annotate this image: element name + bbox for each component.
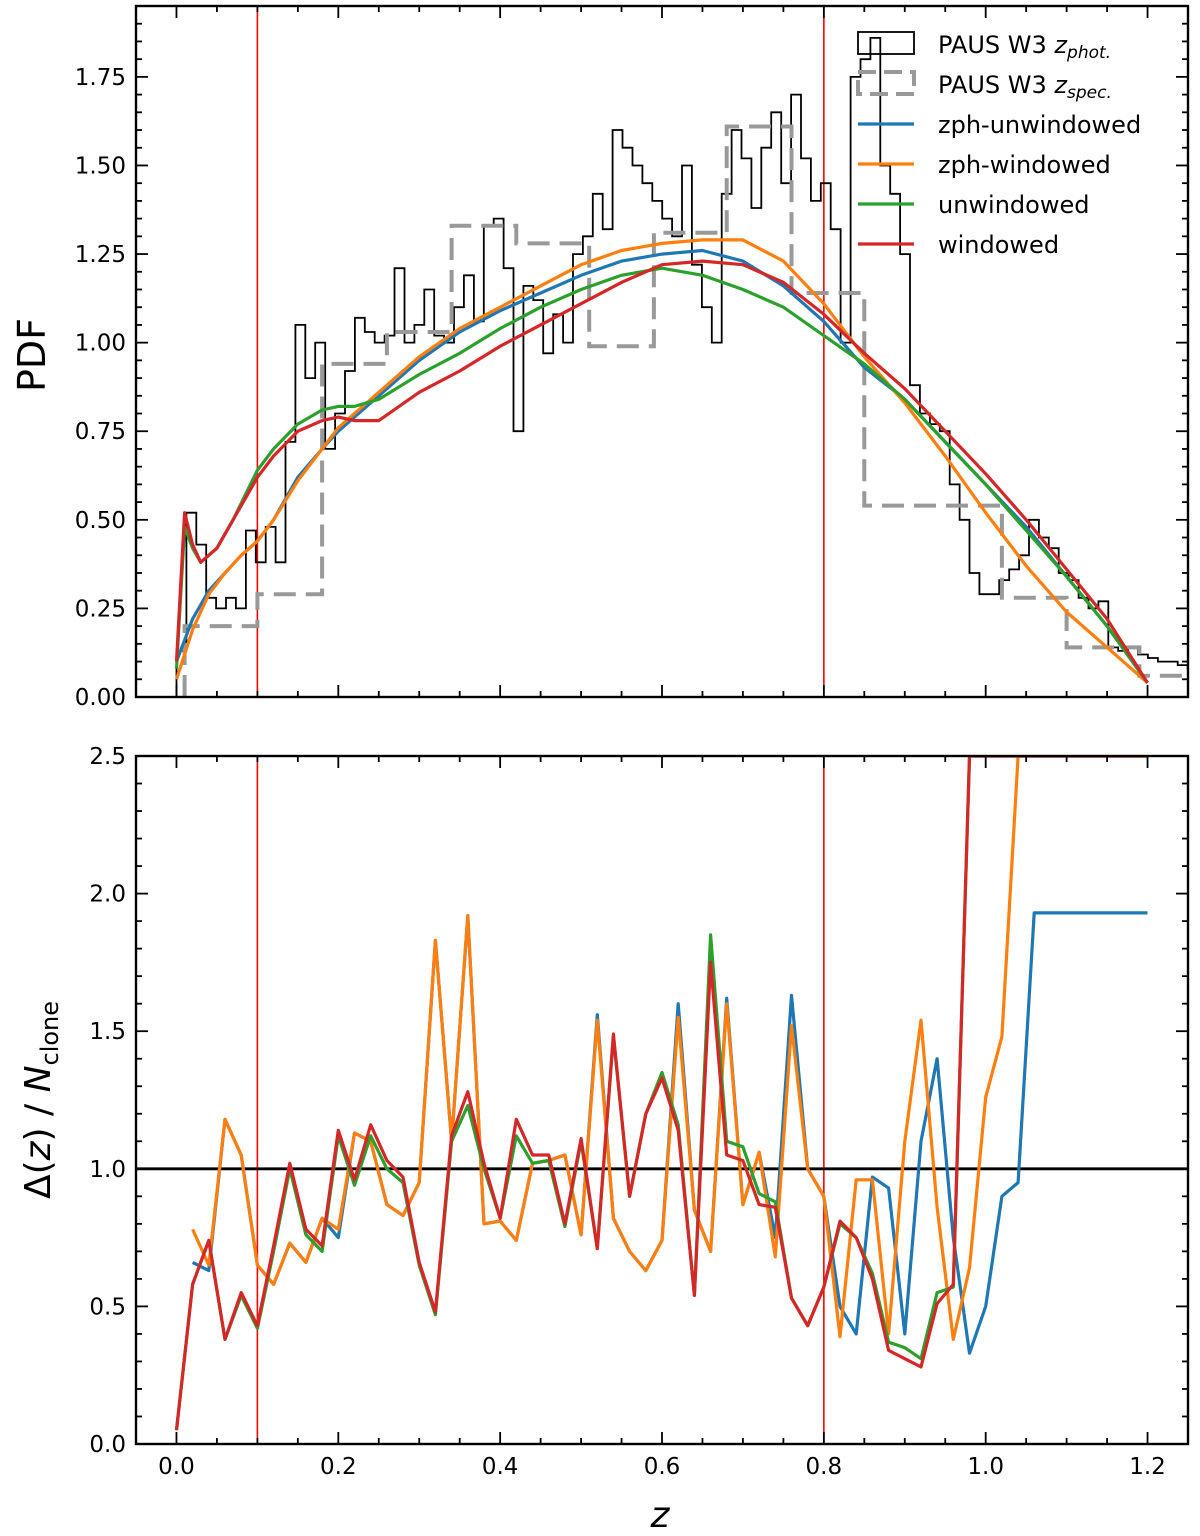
legend: PAUS W3 zphot. PAUS W3 zspec. zph-unwindow…: [856, 31, 1141, 259]
x-tick-label: 0.6: [644, 1454, 681, 1480]
top-y-tick-label: 0.50: [75, 508, 126, 534]
bottom-panel-delta: 0.0 0.2 0.4 0.6 0.8 1.0 1.2 0.0 0.5 1.0 1.5 2.0 2.5: [89, 744, 1190, 1480]
top-y-axis-label: PDF: [10, 318, 54, 392]
legend-item-zph-windowed: zph-windowed: [858, 151, 1111, 179]
bottom-series-windowed: [174, 756, 1148, 1431]
legend-swatch: [856, 70, 916, 96]
legend-swatch: [857, 31, 915, 55]
legend-label: zph-windowed: [938, 151, 1111, 179]
bottom-y-tick-label: 0.0: [89, 1432, 126, 1458]
x-axis-label: z: [650, 1495, 671, 1536]
legend-item-unwindowed: unwindowed: [858, 191, 1089, 219]
bottom-series-unwindowed: [174, 756, 1148, 1431]
legend-label: PAUS W3 zphot.: [938, 31, 1111, 63]
legend-item-zspec: PAUS W3 zspec.: [856, 70, 1112, 103]
top-plot-area: [174, 6, 1188, 697]
top-y-tick-label: 1.25: [75, 242, 126, 268]
bottom-y-tick-label: 2.5: [89, 744, 126, 770]
x-tick-label: 0.2: [320, 1454, 357, 1480]
bottom-y-tick-label: 1.0: [89, 1157, 126, 1183]
bottom-y-tick-label: 0.5: [89, 1294, 126, 1320]
top-y-tick-label: 0.25: [75, 596, 126, 622]
top-y-tick-label: 1.75: [75, 65, 126, 91]
bottom-y-tick-label: 1.5: [89, 1019, 126, 1045]
x-tick-label: 0.0: [158, 1454, 195, 1480]
top-series-windowed: [174, 259, 1149, 684]
top-series-zph-windowed: [174, 238, 1149, 685]
top-y-tick-label: 1.50: [75, 153, 126, 179]
top-y-tick-label: 1.00: [75, 331, 126, 357]
x-tick-label: 0.4: [482, 1454, 519, 1480]
legend-label: unwindowed: [938, 191, 1089, 219]
x-tick-label: 1.2: [1129, 1454, 1166, 1480]
bottom-axes-frame: [134, 754, 1190, 1446]
bottom-plot-area: [136, 756, 1188, 1444]
legend-item-zph-unwindowed: zph-unwindowed: [858, 111, 1141, 139]
legend-label: windowed: [938, 231, 1059, 259]
legend-label: zph-unwindowed: [938, 111, 1141, 139]
bottom-series-zph-windowed: [191, 756, 1148, 1342]
top-y-tick-label: 0.00: [75, 685, 126, 711]
top-panel-pdf: 0.00 0.25 0.50 0.75 1.00 1.25 1.50 1.75: [75, 4, 1190, 711]
histogram-zspec: [182, 124, 1188, 697]
bottom-y-axis-label: Δ(z) / Nclone: [18, 1001, 64, 1199]
x-tick-label: 0.8: [806, 1454, 843, 1480]
legend-item-windowed: windowed: [858, 231, 1059, 259]
top-y-tick-label: 0.75: [75, 419, 126, 445]
legend-item-zphot: PAUS W3 zphot.: [857, 31, 1111, 63]
legend-label: PAUS W3 zspec.: [938, 71, 1112, 103]
bottom-y-tick-label: 2.0: [89, 882, 126, 908]
x-tick-label: 1.0: [967, 1454, 1004, 1480]
